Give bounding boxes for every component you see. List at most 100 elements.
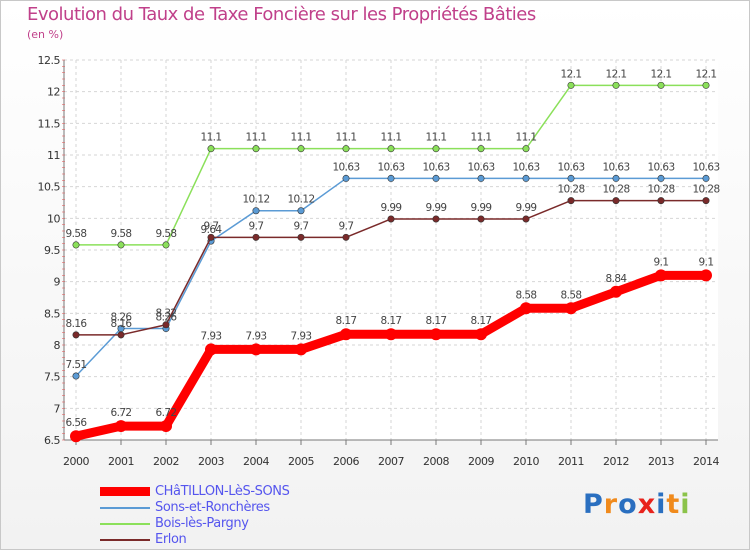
chart-title: Evolution du Taux de Taxe Foncière sur l… bbox=[27, 4, 536, 25]
y-tick-label: 11.5 bbox=[38, 117, 61, 130]
data-label: 10.28 bbox=[692, 184, 719, 196]
data-point bbox=[297, 207, 305, 215]
legend-swatch bbox=[100, 523, 150, 525]
data-point bbox=[657, 81, 665, 89]
x-tick-label: 2011 bbox=[558, 455, 584, 468]
x-tick-label: 2001 bbox=[108, 455, 134, 468]
data-point bbox=[252, 207, 260, 215]
y-tick-label: 9 bbox=[54, 276, 61, 289]
logo-letter: x bbox=[637, 489, 657, 520]
x-tick-label: 2004 bbox=[243, 455, 269, 468]
data-label: 8.26 bbox=[156, 312, 178, 324]
data-point bbox=[385, 328, 397, 341]
legend-label: Erlon bbox=[155, 532, 187, 547]
data-label: 7.93 bbox=[201, 330, 222, 342]
legend-label: Bois-lès-Pargny bbox=[155, 516, 249, 531]
data-label: 12.1 bbox=[696, 68, 717, 80]
data-point bbox=[565, 302, 577, 315]
data-label: 9.64 bbox=[201, 224, 223, 236]
data-label: 9.7 bbox=[204, 220, 219, 232]
x-tick-label: 2008 bbox=[423, 455, 449, 468]
data-point bbox=[250, 343, 262, 356]
data-point bbox=[387, 174, 395, 182]
data-label: 8.17 bbox=[426, 315, 447, 327]
data-label: 10.28 bbox=[602, 184, 629, 196]
y-tick-label: 10.5 bbox=[38, 181, 61, 194]
data-point bbox=[297, 145, 305, 153]
x-tick-label: 2003 bbox=[198, 455, 224, 468]
data-label: 11.1 bbox=[336, 132, 357, 144]
data-point bbox=[657, 197, 665, 205]
logo-letter: P bbox=[583, 489, 604, 520]
data-point bbox=[340, 328, 352, 341]
data-label: 9.1 bbox=[654, 256, 669, 268]
data-label: 10.28 bbox=[647, 184, 674, 196]
y-tick-label: 10 bbox=[47, 212, 60, 225]
y-tick-label: 12 bbox=[47, 86, 60, 99]
data-label: 11.1 bbox=[516, 132, 537, 144]
data-point bbox=[342, 233, 350, 241]
data-label: 8.84 bbox=[606, 273, 628, 285]
data-label: 10.28 bbox=[557, 184, 584, 196]
data-point bbox=[117, 241, 125, 249]
data-label: 6.72 bbox=[156, 407, 177, 419]
data-label: 10.63 bbox=[602, 161, 629, 173]
data-label: 10.63 bbox=[692, 161, 719, 173]
y-tick-label: 7.5 bbox=[44, 371, 60, 384]
data-label: 10.63 bbox=[422, 161, 449, 173]
x-tick-label: 2012 bbox=[603, 455, 629, 468]
data-label: 11.1 bbox=[246, 132, 267, 144]
logo-letter: t bbox=[666, 489, 681, 520]
data-point bbox=[72, 241, 80, 249]
data-point bbox=[477, 145, 485, 153]
data-point bbox=[612, 81, 620, 89]
y-tick-label: 7 bbox=[54, 402, 61, 415]
data-label: 11.1 bbox=[426, 132, 447, 144]
data-point bbox=[567, 197, 575, 205]
data-point bbox=[207, 233, 215, 241]
data-point bbox=[522, 215, 530, 223]
data-label: 8.17 bbox=[471, 315, 492, 327]
logo-letter: o bbox=[618, 489, 638, 520]
legend-swatch bbox=[100, 539, 150, 541]
data-label: 10.63 bbox=[332, 161, 359, 173]
data-point bbox=[342, 174, 350, 182]
x-tick-label: 2014 bbox=[693, 455, 719, 468]
data-point bbox=[657, 174, 665, 182]
data-point bbox=[522, 145, 530, 153]
data-label: 8.16 bbox=[111, 318, 133, 330]
data-point bbox=[702, 174, 710, 182]
data-point bbox=[295, 343, 307, 356]
logo-letter: i bbox=[656, 489, 667, 520]
y-tick-label: 8.5 bbox=[44, 307, 60, 320]
data-point bbox=[252, 233, 260, 241]
data-point bbox=[567, 174, 575, 182]
data-point bbox=[567, 81, 575, 89]
data-label: 9.1 bbox=[699, 256, 714, 268]
logo-letter: r bbox=[603, 489, 619, 520]
data-label: 9.99 bbox=[471, 202, 492, 214]
data-point bbox=[72, 372, 80, 380]
data-label: 10.63 bbox=[647, 161, 674, 173]
data-label: 10.63 bbox=[377, 161, 404, 173]
data-point bbox=[477, 174, 485, 182]
data-label: 8.58 bbox=[516, 289, 537, 301]
data-label: 9.7 bbox=[339, 220, 354, 232]
data-point bbox=[612, 174, 620, 182]
data-point bbox=[520, 302, 532, 315]
data-label: 12.1 bbox=[606, 68, 627, 80]
data-label: 10.63 bbox=[467, 161, 494, 173]
chart-subtitle: (en %) bbox=[27, 28, 64, 41]
y-tick-label: 9.5 bbox=[44, 244, 60, 257]
data-point bbox=[162, 321, 170, 329]
data-point bbox=[72, 331, 80, 339]
data-label: 9.58 bbox=[111, 228, 132, 240]
data-label: 10.12 bbox=[242, 194, 269, 206]
x-tick-label: 2002 bbox=[153, 455, 179, 468]
data-label: 10.12 bbox=[287, 194, 314, 206]
legend-swatch bbox=[100, 507, 150, 509]
y-tick-label: 6.5 bbox=[44, 434, 60, 447]
data-point bbox=[387, 215, 395, 223]
data-label: 11.1 bbox=[471, 132, 492, 144]
